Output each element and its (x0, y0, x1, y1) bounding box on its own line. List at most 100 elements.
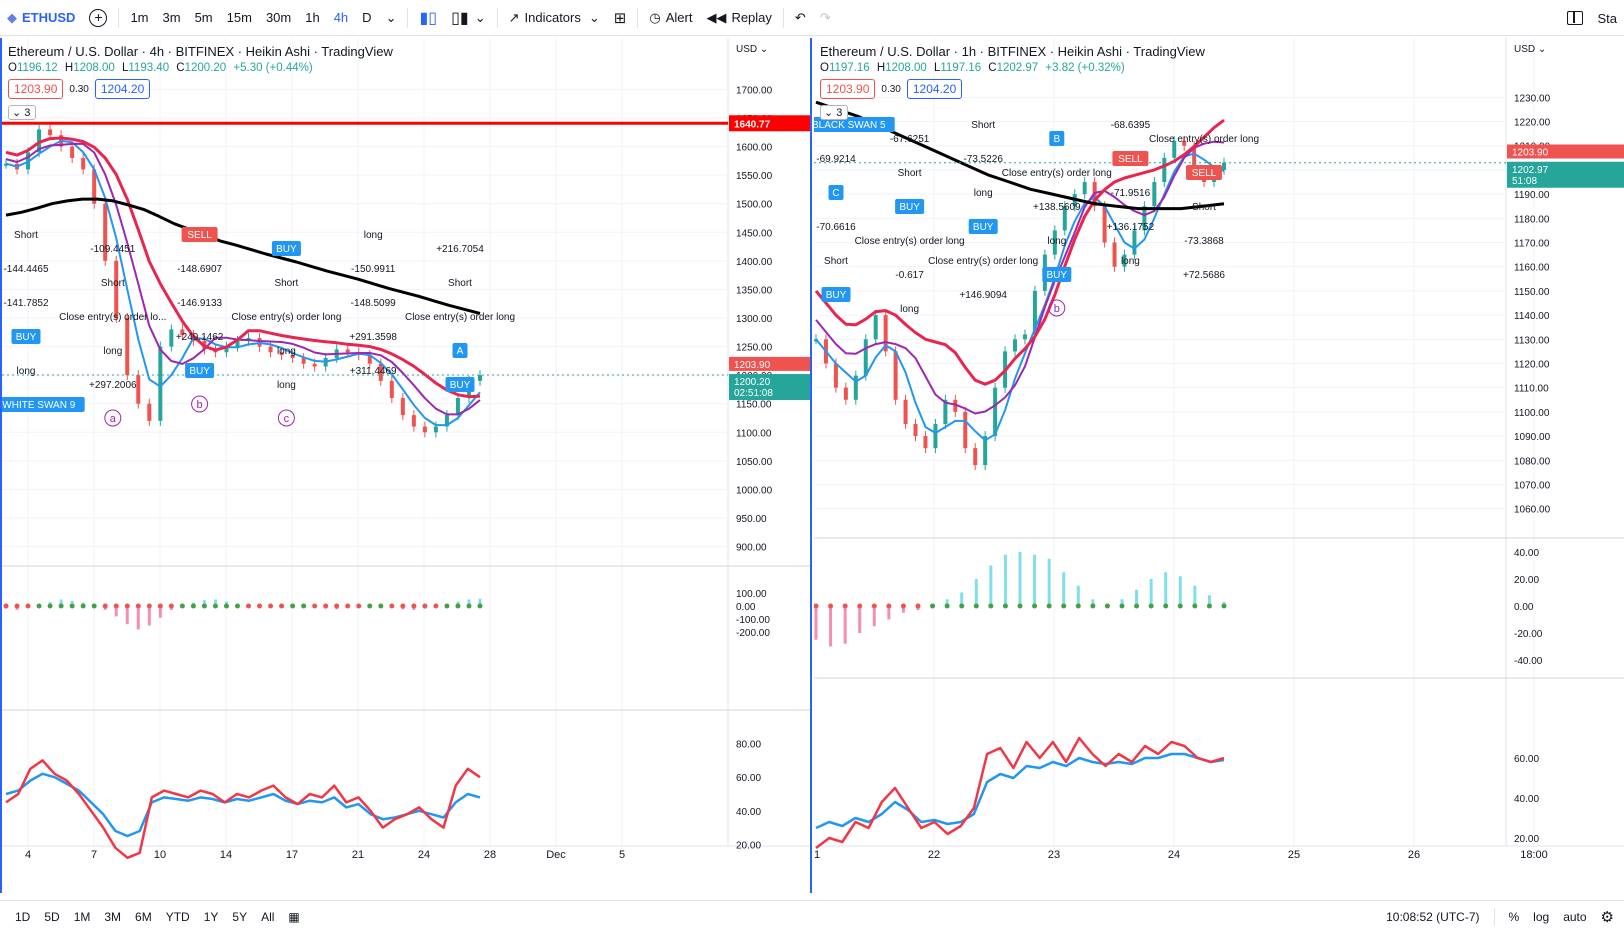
ma-line-black (5, 197, 481, 315)
interval-button[interactable]: 1h (305, 10, 320, 25)
macd-zero-dot (1163, 603, 1169, 609)
candle-body (268, 346, 273, 353)
date-range-button[interactable]: ▦ (281, 910, 306, 924)
wave-label-circle (1048, 299, 1066, 317)
toolbar-divider (782, 7, 784, 28)
heikin-ashi-button[interactable]: ▯▮ ⌄ (444, 0, 493, 36)
strategy-annotation: -148.6907 (177, 264, 222, 275)
indicators-collapse-toggle[interactable]: ⌄ 3 (820, 105, 848, 120)
interval-button[interactable]: 30m (265, 10, 292, 25)
redo-button[interactable]: ↷ (813, 0, 838, 36)
candle-body (1152, 182, 1157, 207)
buy-price-button[interactable]: 1204.20 (94, 79, 151, 99)
last-price-label-bg (1507, 161, 1624, 188)
indicators-icon: ↗ (508, 9, 520, 25)
range-button[interactable]: 3M (104, 909, 122, 924)
range-button[interactable]: All (261, 909, 275, 924)
macd-zero-dot (290, 603, 296, 609)
sell-price-button[interactable]: 1203.90 (820, 79, 876, 99)
macd-zero-dot (411, 603, 417, 609)
auto-scale-button[interactable]: auto (1563, 910, 1587, 924)
chart-type-button[interactable]: ▮▯ (412, 0, 444, 36)
macd-zero-dot (91, 603, 97, 609)
macd-zero-dot (312, 603, 318, 609)
signal-tag-bg (968, 219, 998, 234)
signal-tag-bg (1042, 267, 1072, 282)
range-button[interactable]: 1D (15, 909, 31, 924)
ethereum-icon: ◆ (7, 9, 17, 25)
replay-button[interactable]: ◀◀ Replay (699, 0, 778, 36)
price-axis-tick: 1300.00 (736, 314, 773, 325)
log-scale-button[interactable]: log (1533, 910, 1550, 924)
layout-button[interactable]: ⊞ (607, 0, 634, 36)
range-button[interactable]: 5Y (232, 909, 248, 924)
add-symbol-icon: + (89, 8, 108, 27)
toolbar-divider (407, 7, 409, 28)
ma-line-red (814, 118, 1225, 386)
candle-body (169, 329, 174, 347)
sell-price-button[interactable]: 1203.90 (8, 79, 64, 99)
percent-scale-button[interactable]: % (1508, 910, 1520, 924)
candle-body (444, 415, 449, 427)
strategy-annotation: Short (448, 278, 472, 289)
macd-zero-dot (1134, 603, 1140, 609)
symbol-search[interactable]: ◆ ETHUSD (0, 0, 82, 36)
candle-body (433, 426, 438, 433)
clock-label[interactable]: 10:08:52 (UTC-7) (1386, 910, 1480, 924)
interval-button[interactable]: 15m (226, 10, 252, 25)
interval-button[interactable]: 1m (130, 10, 149, 25)
time-axis-tick: 18:00 (1520, 849, 1548, 861)
strategy-annotation: Close entry(s) order long (928, 256, 1038, 267)
candle-body (993, 387, 998, 437)
oscillator-axis-tick: 20.00 (1514, 834, 1539, 845)
macd-zero-dot (886, 603, 892, 609)
chart-title: Ethereum / U.S. Dollar · 4h · BITFINEX ·… (8, 44, 393, 59)
oscillator-line-blue (815, 752, 1225, 830)
compare-button[interactable]: + (82, 0, 114, 36)
price-axis-tick: 1080.00 (1514, 456, 1551, 467)
range-button[interactable]: 5D (44, 909, 60, 924)
candle-body (903, 399, 908, 424)
range-button[interactable]: 1M (73, 909, 91, 924)
macd-axis-tick: -200.00 (736, 628, 770, 639)
macd-zero-dot (69, 603, 75, 609)
strategy-annotation: Close entry(s) order long (231, 312, 341, 323)
interval-dropdown[interactable]: ⌄ (379, 0, 404, 36)
countdown-label: 51:08 (1512, 176, 1537, 187)
buy-price-button[interactable]: 1204.20 (906, 79, 963, 99)
alert-button[interactable]: ◷ Alert (642, 0, 699, 36)
range-button[interactable]: YTD (165, 909, 190, 924)
undo-button[interactable]: ↶ (788, 0, 813, 36)
macd-zero-dot (400, 603, 406, 609)
indicators-button[interactable]: ↗ Indicators ⌄ (502, 0, 607, 36)
candle-body (378, 363, 383, 381)
macd-zero-dot (334, 603, 340, 609)
interval-button[interactable]: D (362, 10, 372, 25)
price-axis-tick: 1060.00 (1514, 505, 1551, 516)
macd-zero-dot (80, 603, 86, 609)
signal-tag-bg (11, 329, 41, 344)
strategy-annotation: Close entry(s) order lo... (59, 312, 166, 323)
wave-label: a (110, 413, 117, 425)
interval-button[interactable]: 5m (194, 10, 213, 25)
range-button[interactable]: 1Y (203, 909, 219, 924)
stage-label[interactable]: Sta (1597, 10, 1617, 26)
price-axis-tick: 1550.00 (736, 171, 773, 182)
candle-body (1222, 162, 1226, 170)
time-axis-tick: 10 (154, 849, 166, 861)
interval-button[interactable]: 4h (333, 10, 349, 25)
panels-button[interactable] (1560, 0, 1590, 36)
settings-icon[interactable]: ⚙ (1600, 909, 1614, 926)
strategy-annotation: +72.5686 (1183, 270, 1225, 281)
time-axis-tick: 24 (418, 849, 430, 861)
range-button[interactable]: 6M (135, 909, 152, 924)
interval-button[interactable]: 3m (162, 10, 181, 25)
strategy-annotation: -70.6616 (816, 222, 856, 233)
ma-line-purple (5, 142, 481, 416)
signal-tag-bg (185, 363, 215, 378)
indicators-collapse-toggle[interactable]: ⌄ 3 (8, 105, 36, 120)
